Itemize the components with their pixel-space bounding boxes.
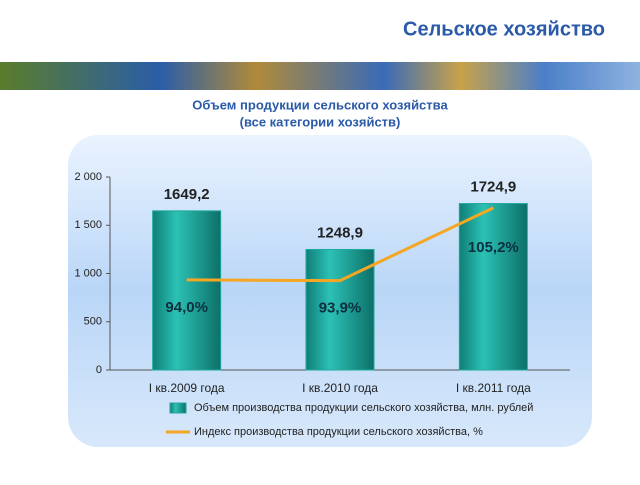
y-tick-label: 1 000 [74,267,102,279]
legend-label: Объем производства продукции сельского х… [194,402,533,414]
legend-swatch [169,402,187,414]
bar-value-label: 1649,2 [164,186,210,203]
legend-label: Индекс производства продукции сельского … [194,426,483,438]
index-line [186,206,494,283]
y-tick-label: 2 000 [74,171,102,183]
y-tick-label: 1 500 [74,219,102,231]
bar-value-label: 1248,9 [317,224,363,241]
line-value-label: 105,2% [468,239,519,256]
y-tick-label: 500 [84,316,102,328]
x-tick-label: I кв.2011 года [456,381,531,395]
bar [152,210,222,371]
line-value-label: 94,0% [165,299,208,316]
chart-subtitle: (все категории хозяйств) [240,114,401,129]
slide-title: Сельское хозяйство [403,18,605,40]
line-value-label: 93,9% [319,300,362,317]
x-tick-label: I кв.2009 года [149,381,225,395]
x-tick-label: I кв.2010 года [302,381,378,395]
bar-value-label: 1724,9 [470,179,516,196]
photo-strip [0,62,640,90]
bar [458,203,528,371]
chart-title: Объем продукции сельского хозяйства [192,97,448,112]
y-tick-label: 0 [96,364,102,376]
